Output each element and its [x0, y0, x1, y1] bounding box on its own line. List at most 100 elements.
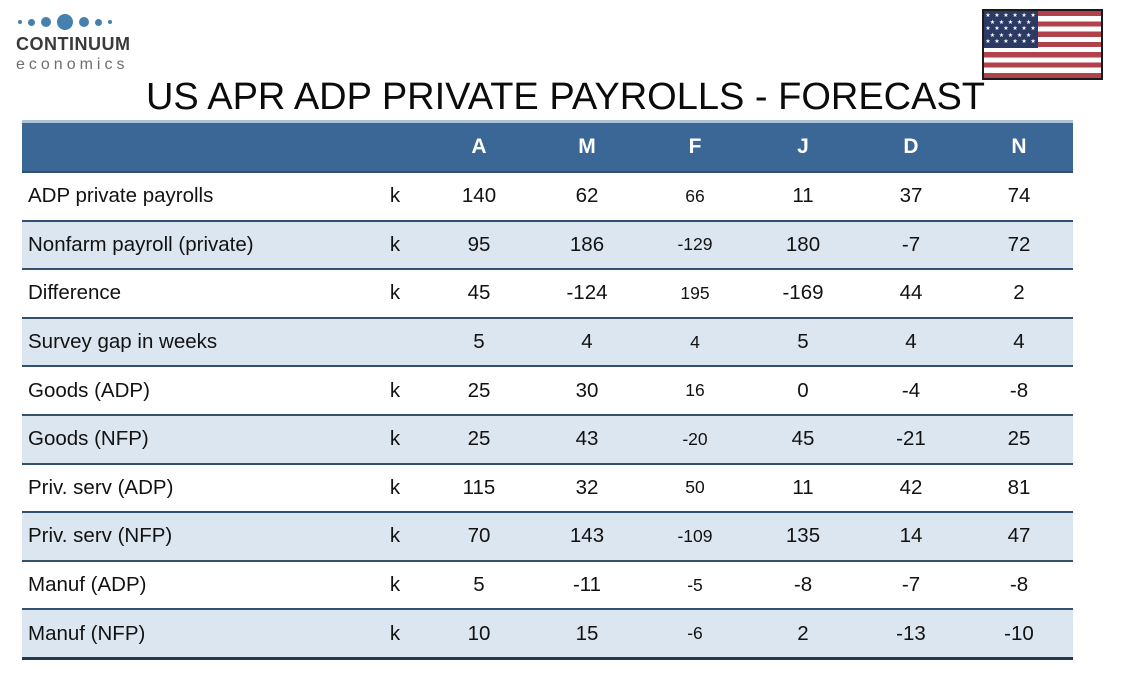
- row-label: Manuf (NFP): [28, 621, 146, 645]
- logo-subtitle-text: economics: [16, 56, 129, 73]
- us-flag-icon: ★ ★ ★ ★ ★ ★ ★ ★ ★ ★ ★ ★ ★ ★ ★ ★ ★ ★ ★ ★ ★ ★…: [982, 9, 1103, 80]
- row-unit: k: [389, 621, 401, 645]
- column-header-n: N: [1011, 135, 1027, 158]
- value-cell: 5: [473, 573, 485, 597]
- value-cell: -129: [677, 234, 713, 255]
- value-cell: 135: [785, 524, 821, 548]
- table-row-8: Priv. serv (NFP) k 70 143 -109 135 14 47: [22, 511, 1073, 560]
- value-cell: 50: [685, 477, 705, 498]
- value-cell: 47: [1007, 524, 1031, 548]
- value-cell: 25: [1007, 427, 1031, 451]
- value-cell: -124: [566, 281, 608, 305]
- value-cell: 115: [462, 475, 496, 499]
- logo-dot: [79, 17, 89, 27]
- value-cell: 2: [797, 621, 809, 645]
- row-unit: k: [389, 427, 401, 451]
- row-label: Manuf (ADP): [28, 573, 147, 597]
- value-cell: 15: [575, 621, 599, 645]
- row-label: Survey gap in weeks: [28, 330, 218, 354]
- table-row-1: ADP private payrolls k 140 62 66 11 37 74: [22, 171, 1073, 220]
- value-cell: 70: [467, 524, 491, 548]
- value-cell: 66: [685, 185, 705, 206]
- value-cell: 4: [690, 331, 700, 352]
- value-cell: 43: [575, 427, 599, 451]
- value-cell: -109: [677, 525, 713, 546]
- table-row-5: Goods (ADP) k 25 30 16 0 -4 -8: [22, 365, 1073, 414]
- flag-canton: ★ ★ ★ ★ ★ ★ ★ ★ ★ ★ ★ ★ ★ ★ ★ ★ ★ ★ ★ ★ ★ ★…: [984, 11, 1038, 48]
- value-cell: 37: [899, 184, 923, 208]
- row-unit: k: [389, 524, 401, 548]
- value-cell: 11: [792, 475, 814, 499]
- row-unit: [365, 319, 425, 366]
- logo-dots-icon: [18, 12, 131, 32]
- value-cell: -21: [896, 427, 926, 451]
- value-cell: 45: [467, 281, 491, 305]
- value-cell: -4: [901, 378, 921, 402]
- flag-stars-row: ★ ★ ★ ★ ★: [989, 19, 1033, 26]
- value-cell: 180: [785, 232, 821, 256]
- value-cell: -11: [572, 573, 602, 597]
- value-cell: 25: [467, 378, 491, 402]
- column-header-j: J: [797, 135, 809, 158]
- value-cell: -13: [896, 621, 926, 645]
- flag-stars-row: ★ ★ ★ ★ ★ ★: [985, 13, 1037, 20]
- value-cell: -10: [1004, 621, 1034, 645]
- value-cell: -20: [682, 428, 708, 449]
- logo-dot: [28, 18, 35, 26]
- column-header-f: F: [688, 135, 702, 158]
- row-label: Priv. serv (NFP): [28, 524, 173, 548]
- value-cell: 45: [791, 427, 815, 451]
- table-row-10: Manuf (NFP) k 10 15 -6 2 -13 -10: [22, 608, 1073, 657]
- row-unit: k: [389, 475, 401, 499]
- value-cell: 4: [581, 330, 593, 354]
- value-cell: 32: [575, 475, 599, 499]
- table-row-2: Nonfarm payroll (private) k 95 186 -129 180 -7…: [22, 219, 1073, 269]
- row-unit: k: [389, 281, 401, 305]
- logo-dot: [41, 17, 51, 27]
- value-cell: 62: [575, 184, 599, 208]
- value-cell: 195: [680, 282, 710, 303]
- value-cell: -8: [1009, 378, 1029, 402]
- value-cell: -8: [793, 573, 813, 597]
- logo-dot: [95, 18, 102, 26]
- value-cell: 4: [905, 330, 917, 354]
- flag-stars-row: ★ ★ ★ ★ ★ ★: [985, 26, 1037, 33]
- header-unit-spacer: [365, 123, 425, 171]
- continuum-logo: CONTINUUM economics: [16, 12, 131, 74]
- flag-stars-row: ★ ★ ★ ★ ★ ★: [985, 39, 1037, 46]
- value-cell: 10: [467, 621, 491, 645]
- value-cell: 16: [685, 380, 705, 401]
- value-cell: 5: [797, 330, 809, 354]
- row-label: Priv. serv (ADP): [28, 475, 174, 499]
- value-cell: 42: [899, 475, 923, 499]
- row-unit: k: [389, 232, 401, 256]
- value-cell: 143: [569, 524, 605, 548]
- value-cell: -8: [1009, 573, 1029, 597]
- value-cell: 81: [1007, 475, 1031, 499]
- column-header-a: A: [471, 135, 487, 158]
- row-label: ADP private payrolls: [28, 184, 214, 208]
- value-cell: -7: [901, 573, 921, 597]
- value-cell: -7: [901, 232, 921, 256]
- flag-stars-row: ★ ★ ★ ★ ★: [989, 32, 1033, 39]
- row-label: Goods (NFP): [28, 427, 149, 451]
- column-header-d: D: [903, 135, 919, 158]
- logo-dot: [108, 20, 112, 24]
- row-unit: k: [389, 378, 401, 402]
- table-row-3: Difference k 45 -124 195 -169 44 2: [22, 268, 1073, 317]
- value-cell: -169: [782, 281, 824, 305]
- value-cell: 11: [792, 184, 814, 208]
- page-title: US APR ADP PRIVATE PAYROLLS - FORECAST: [145, 76, 986, 118]
- logo-dot: [18, 20, 22, 24]
- row-label: Difference: [28, 281, 122, 305]
- value-cell: -6: [687, 623, 703, 644]
- table-row-4: Survey gap in weeks 5 4 4 5 4 4: [22, 316, 1073, 366]
- value-cell: 72: [1007, 232, 1031, 256]
- table-row-7: Priv. serv (ADP) k 115 32 50 11 42 81: [22, 462, 1073, 512]
- row-label: Goods (ADP): [28, 378, 150, 402]
- value-cell: -5: [687, 574, 703, 595]
- row-unit: k: [389, 184, 401, 208]
- logo-brand-text: CONTINUUM: [16, 34, 131, 54]
